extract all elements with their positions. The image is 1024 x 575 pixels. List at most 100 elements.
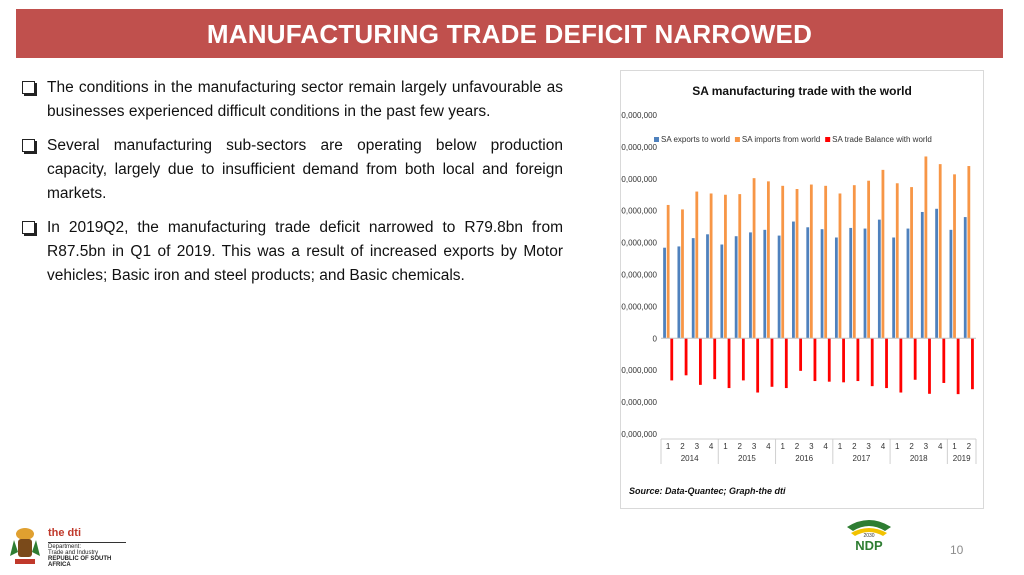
bar-imports [881, 169, 885, 339]
x-tick-label: 2 [795, 442, 800, 451]
bar-imports [910, 187, 913, 339]
x-tick-label: 4 [938, 442, 943, 451]
y-tick-label: -100,000,000,000 [621, 398, 658, 407]
bullet-item: Several manufacturing sub-sectors are op… [22, 134, 563, 206]
bar-imports [681, 209, 684, 339]
checkbox-bullet-icon [22, 81, 35, 94]
bullet-item: In 2019Q2, the manufacturing trade defic… [22, 216, 563, 288]
x-tick-label: 2 [738, 442, 743, 451]
bar-imports [924, 156, 928, 339]
dti-logo-line: Trade and Industry [48, 549, 99, 556]
x-tick-label: 3 [866, 442, 871, 451]
bar-balance [741, 338, 745, 381]
legend-swatch [825, 137, 831, 142]
bar-balance [913, 338, 917, 380]
bar-imports [666, 204, 670, 339]
bar-balance [784, 338, 788, 389]
checkbox-bullet-icon [22, 139, 35, 152]
bar-imports [895, 183, 899, 339]
bar-exports [792, 221, 795, 339]
x-tick-label: 1 [666, 442, 671, 451]
bar-balance [870, 338, 874, 387]
bullet-text: The conditions in the manufacturing sect… [47, 79, 563, 120]
bar-exports [706, 234, 709, 339]
bar-balance [885, 338, 888, 389]
bar-balance [856, 338, 860, 382]
legend-label: SA exports to world [661, 135, 730, 144]
bar-exports [863, 228, 867, 339]
bar-balance [928, 338, 931, 394]
bar-exports [892, 237, 896, 339]
x-tick-label: 2 [852, 442, 857, 451]
bar-exports [763, 229, 767, 339]
year-label: 2017 [853, 454, 871, 463]
bar-balance [727, 338, 731, 389]
year-label: 2018 [910, 454, 928, 463]
dti-logo: the dti Department: Trade and Industry R… [8, 526, 133, 571]
y-tick-label: 250,000,000,000 [621, 175, 658, 184]
bullet-item: The conditions in the manufacturing sect… [22, 76, 563, 124]
y-tick-label: 150,000,000,000 [621, 239, 658, 248]
bar-imports [867, 180, 871, 339]
bar-balance [956, 338, 960, 395]
year-label: 2015 [738, 454, 756, 463]
bar-balance [799, 338, 803, 371]
bar-imports [766, 181, 770, 339]
bar-balance [842, 338, 845, 383]
x-tick-label: 3 [695, 442, 700, 451]
bar-balance [684, 338, 688, 376]
bar-exports [749, 232, 752, 339]
dti-logo-line: REPUBLIC OF SOUTH AFRICA [48, 556, 112, 569]
bar-exports [677, 246, 681, 339]
x-tick-label: 1 [723, 442, 728, 451]
year-label: 2014 [681, 454, 699, 463]
bar-balance [713, 338, 717, 380]
bullet-text: In 2019Q2, the manufacturing trade defic… [47, 219, 563, 284]
bar-imports [953, 174, 956, 339]
bar-balance [670, 338, 674, 381]
x-tick-label: 1 [952, 442, 957, 451]
bar-exports [691, 238, 695, 339]
x-tick-label: 4 [823, 442, 828, 451]
bar-imports [809, 184, 813, 339]
bar-exports [949, 229, 953, 339]
y-tick-label: 50,000,000,000 [621, 302, 658, 311]
bar-balance [813, 338, 817, 382]
bar-imports [795, 189, 799, 339]
bar-balance [899, 338, 903, 393]
dti-logo-line: Department: [48, 543, 82, 550]
bar-balance [756, 338, 760, 393]
bar-imports [852, 185, 856, 339]
x-tick-label: 1 [895, 442, 900, 451]
bar-imports [824, 185, 828, 339]
x-tick-label: 1 [780, 442, 785, 451]
ndp-text: NDP [855, 538, 883, 553]
legend-label: SA imports from world [742, 135, 820, 144]
bar-imports [967, 166, 971, 339]
bar-imports [738, 194, 742, 339]
x-tick-label: 3 [924, 442, 929, 451]
bar-exports [806, 227, 810, 339]
page-title: MANUFACTURING TRADE DEFICIT NARROWED [206, 19, 813, 49]
bar-imports [838, 193, 842, 339]
x-tick-label: 1 [838, 442, 843, 451]
legend-swatch [734, 137, 740, 142]
bar-balance [827, 338, 831, 382]
legend-swatch [654, 137, 659, 142]
bar-exports [777, 235, 781, 339]
bar-imports [752, 178, 756, 339]
x-tick-label: 4 [766, 442, 771, 451]
bar-exports [834, 237, 838, 339]
bar-balance [770, 338, 774, 387]
chart-container: SA manufacturing trade with the world 35… [620, 70, 984, 509]
year-label: 2019 [953, 454, 971, 463]
bar-imports [938, 164, 942, 339]
x-tick-label: 4 [709, 442, 714, 451]
title-banner: MANUFACTURING TRADE DEFICIT NARROWED [16, 9, 1003, 58]
bar-chart: 350,000,000,000300,000,000,000250,000,00… [621, 111, 977, 464]
bar-imports [781, 185, 785, 339]
y-tick-label: -50,000,000,000 [621, 366, 658, 375]
bullet-text: Several manufacturing sub-sectors are op… [47, 137, 563, 202]
bar-imports [724, 194, 727, 339]
ndp-year: 2030 [863, 533, 874, 539]
